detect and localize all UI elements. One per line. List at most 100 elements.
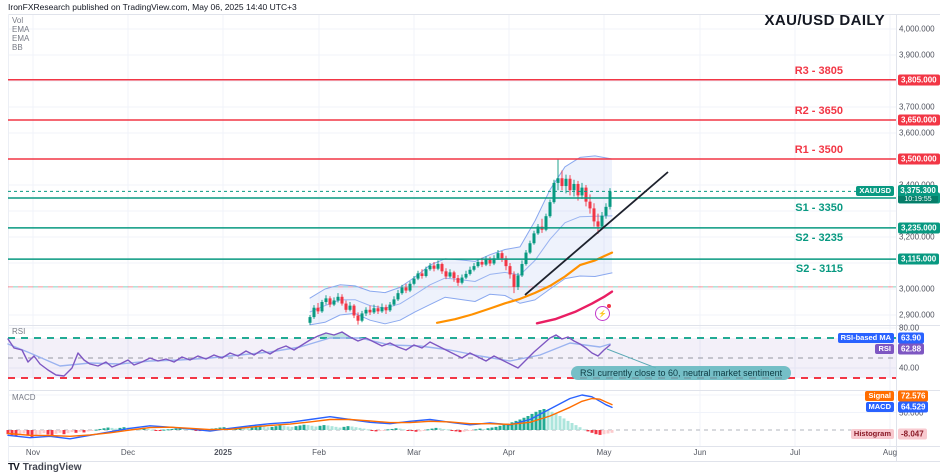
bollinger-lower[interactable] xyxy=(309,272,613,326)
legend-item-ema2[interactable]: EMA xyxy=(12,34,30,43)
candle[interactable] xyxy=(536,226,540,234)
candle[interactable] xyxy=(464,273,468,278)
candle[interactable] xyxy=(312,307,316,318)
macd-line[interactable] xyxy=(7,394,613,440)
legend-item-volume[interactable]: Vol xyxy=(12,16,24,25)
candle[interactable] xyxy=(384,307,388,311)
candle[interactable] xyxy=(360,313,364,321)
resistance-level-label[interactable]: R3 - 3805 xyxy=(794,64,843,77)
candle[interactable] xyxy=(604,206,608,216)
candle[interactable] xyxy=(560,178,564,187)
ema-orange-line[interactable] xyxy=(435,251,614,324)
candle[interactable] xyxy=(552,182,556,203)
candle[interactable] xyxy=(392,299,396,305)
candle[interactable] xyxy=(372,308,376,313)
candle[interactable] xyxy=(320,302,324,312)
rsi-pane-label[interactable]: RSI xyxy=(12,327,26,336)
candle[interactable] xyxy=(428,265,432,270)
candle[interactable] xyxy=(492,258,496,264)
candle[interactable] xyxy=(348,305,352,310)
candle[interactable] xyxy=(436,264,440,269)
candle[interactable] xyxy=(448,272,452,277)
candle[interactable] xyxy=(388,304,392,311)
candle[interactable] xyxy=(584,187,588,202)
candle[interactable] xyxy=(460,277,464,283)
candle[interactable] xyxy=(476,261,480,267)
candle[interactable] xyxy=(368,309,372,313)
candle[interactable] xyxy=(580,187,584,196)
candle[interactable] xyxy=(356,315,360,321)
rsi-line[interactable] xyxy=(7,331,611,377)
support-level-label[interactable]: S2 - 3115 xyxy=(795,263,843,276)
candle[interactable] xyxy=(512,274,516,287)
candle[interactable] xyxy=(340,296,344,304)
resistance-level-label[interactable]: R1 - 3500 xyxy=(794,144,843,156)
candle[interactable] xyxy=(452,272,456,279)
candle[interactable] xyxy=(588,201,592,209)
candle[interactable] xyxy=(564,178,568,187)
candle[interactable] xyxy=(500,253,504,259)
candle[interactable] xyxy=(404,287,408,291)
candle[interactable] xyxy=(516,275,520,287)
candle[interactable] xyxy=(380,307,384,312)
chart-title[interactable]: XAU/USD DAILY xyxy=(764,12,885,29)
candle[interactable] xyxy=(596,221,600,227)
candle[interactable] xyxy=(548,202,552,217)
candle[interactable] xyxy=(424,269,428,276)
rsi-annotation-callout[interactable]: RSI currently close to 60, neutral marke… xyxy=(571,366,792,380)
candle[interactable] xyxy=(456,278,460,283)
candle[interactable] xyxy=(332,300,336,305)
candle[interactable] xyxy=(324,298,328,302)
rsi-ma-line[interactable] xyxy=(7,337,611,367)
candle[interactable] xyxy=(352,305,356,316)
candle[interactable] xyxy=(556,178,560,183)
candle[interactable] xyxy=(608,191,612,207)
candle[interactable] xyxy=(576,183,580,196)
candle[interactable] xyxy=(532,233,536,244)
candle[interactable] xyxy=(396,293,400,300)
candle[interactable] xyxy=(468,269,472,274)
macd-signal-line[interactable] xyxy=(7,397,613,437)
tradingview-logo[interactable]: TV TradingView xyxy=(8,462,82,473)
candle[interactable] xyxy=(336,296,340,301)
candle[interactable] xyxy=(600,215,604,227)
candle[interactable] xyxy=(440,264,444,272)
lightning-sticker-icon[interactable]: ⚡ xyxy=(595,306,610,321)
bollinger-upper[interactable] xyxy=(309,155,613,299)
candle[interactable] xyxy=(508,266,512,275)
candle[interactable] xyxy=(420,273,424,276)
trend-line[interactable] xyxy=(524,171,669,296)
candle[interactable] xyxy=(328,298,332,305)
candle[interactable] xyxy=(308,317,312,323)
candle[interactable] xyxy=(416,273,420,279)
candle[interactable] xyxy=(524,252,528,265)
support-level-label[interactable]: S1 - 3350 xyxy=(795,202,843,214)
candle[interactable] xyxy=(480,261,484,265)
candle[interactable] xyxy=(316,307,320,312)
candle[interactable] xyxy=(488,259,492,264)
candle[interactable] xyxy=(408,283,412,291)
resistance-level-label[interactable]: R2 - 3650 xyxy=(794,105,843,117)
candle[interactable] xyxy=(344,303,348,310)
support-level-label[interactable]: S2 - 3235 xyxy=(795,231,843,244)
candle[interactable] xyxy=(544,216,548,230)
candle[interactable] xyxy=(496,253,500,259)
candle[interactable] xyxy=(528,243,532,253)
candle[interactable] xyxy=(568,178,572,191)
candle[interactable] xyxy=(520,264,524,276)
legend-item-ema1[interactable]: EMA xyxy=(12,25,30,34)
candle[interactable] xyxy=(432,265,436,269)
candle[interactable] xyxy=(472,266,476,270)
candle[interactable] xyxy=(376,308,380,312)
candle[interactable] xyxy=(400,287,404,294)
candle[interactable] xyxy=(572,183,576,191)
candle[interactable] xyxy=(412,278,416,284)
candle[interactable] xyxy=(444,271,448,277)
candle[interactable] xyxy=(364,309,368,314)
ema-pink-line[interactable] xyxy=(535,290,614,325)
candle[interactable] xyxy=(484,259,488,265)
legend-item-bb[interactable]: BB xyxy=(12,43,23,52)
macd-pane-label[interactable]: MACD xyxy=(12,393,36,402)
candle[interactable] xyxy=(504,258,508,267)
candle[interactable] xyxy=(592,208,596,222)
